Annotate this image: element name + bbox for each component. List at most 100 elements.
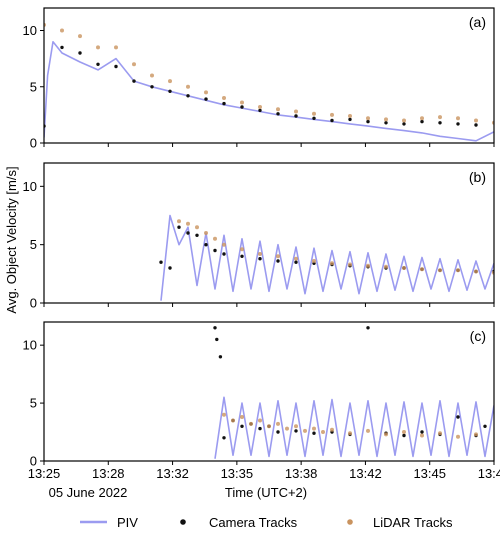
lidar-track-point [402,118,406,123]
lidar-track-point [204,90,208,95]
lidar-track-point [366,263,370,268]
camera-track-point [222,252,226,256]
lidar-track-point [258,105,262,109]
y-tick-label: 10 [23,338,37,353]
lidar-track-point [204,231,208,235]
panel-label: (c) [470,328,486,344]
lidar-track-point [276,107,280,112]
lidar-track-point [384,264,388,269]
camera-track-point [132,79,136,83]
camera-track-point [348,117,352,122]
lidar-track-point [222,96,226,100]
lidar-track-point [60,28,64,33]
camera-track-point [312,116,316,121]
camera-track-point [276,112,280,116]
lidar-track-point [231,418,235,423]
panel-1: 0 5 10 (a) [23,7,495,151]
lidar-track-point [348,114,352,118]
lidar-track-point [456,434,460,439]
panel-label: (b) [469,169,486,185]
camera-track-point [474,123,478,127]
camera-track-point [168,266,172,270]
legend-lidar-label: LiDAR Tracks [373,515,453,530]
lidar-track-point [96,45,100,50]
camera-track-point [366,326,370,330]
camera-track-point [258,426,262,431]
y-tick-label: 0 [30,136,37,151]
lidar-track-point [348,262,352,267]
lidar-track-point [177,219,181,224]
lidar-track-point [294,109,298,114]
lidar-track-point [456,116,460,121]
lidar-track-point [240,100,244,105]
camera-track-point [276,430,280,434]
lidar-track-point [402,266,406,270]
legend-lidar-swatch [347,519,353,525]
panel-label: (a) [469,14,486,30]
x-axis-label: Time (UTC+2) [225,485,307,500]
lidar-track-point [222,412,226,417]
x-tick-labels: 13:25 13:28 13:32 13:35 13:38 13:42 13:45 13:48 [28,466,500,481]
camera-track-point [276,259,280,263]
camera-track-point [330,118,334,123]
camera-track-point [294,114,298,118]
camera-track-point [483,424,487,428]
lidar-track-point [312,111,316,116]
x-tick-label: 13:32 [156,466,189,481]
plot-area [44,22,494,142]
y-tick-label: 5 [30,237,37,252]
lidar-track-point [285,426,289,431]
camera-track-point [78,51,82,55]
lidar-track-point [438,115,442,120]
lidar-track-point [366,116,370,121]
lidar-track-point [348,431,352,436]
camera-track-point [204,243,208,247]
camera-track-point [456,122,460,126]
panel-frame [43,321,495,462]
lidar-track-point [474,269,478,274]
lidar-track-point [312,259,316,263]
camera-track-point [384,121,388,125]
lidar-track-point [420,116,424,121]
lidar-track-point [258,418,262,423]
y-tick-label: 10 [23,179,37,194]
lidar-track-point [303,428,307,433]
y-axis-label: Avg. Object Velocity [m/s] [4,166,19,313]
x-tick-label: 13:42 [349,466,382,481]
camera-track-point [168,89,172,94]
legend-camera-label: Camera Tracks [209,515,298,530]
lidar-track-point [267,424,271,429]
camera-track-point [60,45,64,50]
lidar-track-point [186,221,190,226]
lidar-track-point [438,268,442,273]
x-tick-label: 13:35 [221,466,254,481]
lidar-track-point [213,236,217,241]
plot-area [213,326,494,459]
lidar-track-point [330,261,334,266]
lidar-track-point [330,427,334,432]
camera-track-point [402,122,406,126]
camera-track-point [215,337,219,342]
lidar-track-point [78,34,82,39]
camera-track-point [258,108,262,113]
lidar-track-point [456,268,460,273]
camera-track-point [402,433,406,438]
y-tick-label: 5 [30,79,37,94]
panel-3: 0 5 10 (c) [23,321,495,469]
lidar-track-point [420,433,424,438]
camera-track-point [420,119,424,124]
y-tick-label: 5 [30,396,37,411]
lidar-track-point [294,424,298,429]
legend: PIV Camera Tracks LiDAR Tracks [80,515,453,530]
camera-track-point [222,436,226,440]
camera-track-point [438,121,442,125]
camera-track-point [159,260,163,264]
lidar-track-point [384,432,388,437]
panel-2: 0 5 10 (b) [23,162,495,311]
camera-track-point [213,326,217,330]
camera-track-point [204,97,208,101]
lidar-track-point [474,432,478,437]
x-tick-label: 13:28 [92,466,125,481]
lidar-track-point [402,430,406,434]
